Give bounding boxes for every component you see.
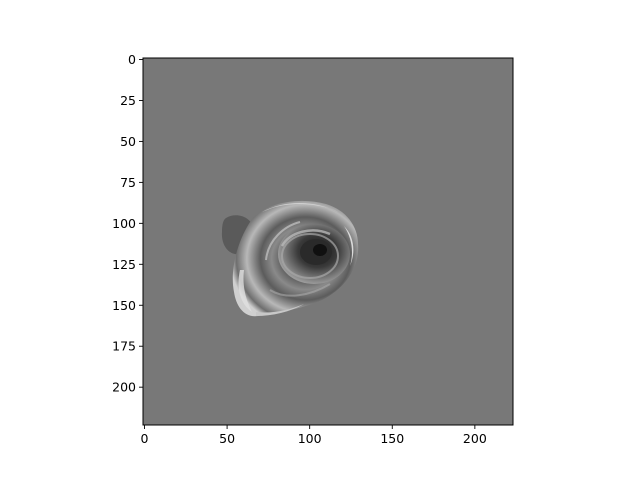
- x-axis: 0 50 100 150 200: [141, 425, 487, 446]
- y-tick-label: 75: [120, 175, 136, 190]
- x-tick-label: 100: [298, 431, 322, 446]
- y-axis: 0 25 50 75 100 125 150 175 200: [112, 52, 143, 395]
- plot-frame: [142, 57, 514, 426]
- y-tick-label: 100: [112, 216, 136, 231]
- y-tick-label: 150: [112, 298, 136, 313]
- x-tick-label: 0: [141, 431, 149, 446]
- x-tick-label: 200: [463, 431, 487, 446]
- x-tick-label: 50: [219, 431, 235, 446]
- y-tick-label: 25: [120, 93, 136, 108]
- y-tick-label: 0: [128, 52, 136, 67]
- y-tick-label: 175: [112, 339, 136, 354]
- y-tick-label: 125: [112, 257, 136, 272]
- image-area: [143, 58, 513, 425]
- y-tick-label: 50: [120, 134, 136, 149]
- x-tick-label: 150: [380, 431, 404, 446]
- flower: [232, 200, 359, 317]
- y-tick-label: 200: [112, 380, 136, 395]
